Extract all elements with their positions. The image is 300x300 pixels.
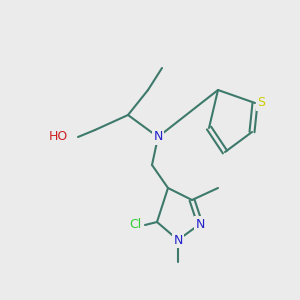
Text: Cl: Cl [129, 218, 141, 232]
Text: S: S [257, 97, 265, 110]
Text: N: N [195, 218, 205, 230]
Text: HO: HO [49, 130, 68, 143]
Text: N: N [173, 233, 183, 247]
Text: N: N [153, 130, 163, 143]
